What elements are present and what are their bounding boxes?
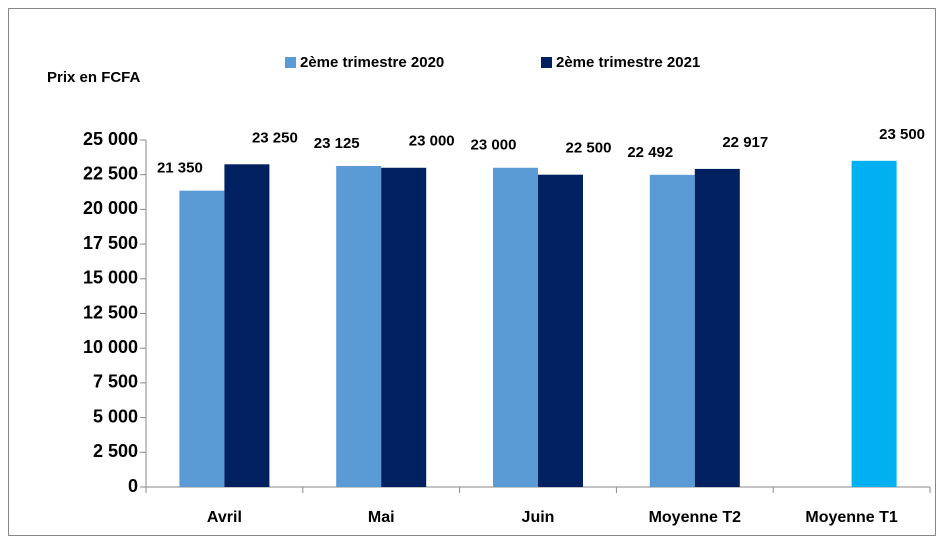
y-tick-label: 7 500 bbox=[93, 372, 138, 392]
data-label: 23 125 bbox=[314, 135, 360, 152]
x-tick-label: Mai bbox=[368, 509, 395, 526]
x-tick-label: Avril bbox=[207, 509, 242, 526]
data-label: 21 350 bbox=[157, 160, 203, 177]
bar bbox=[694, 168, 740, 487]
data-label: 22 500 bbox=[566, 140, 612, 157]
y-tick-label: 2 500 bbox=[93, 441, 138, 461]
y-tick-label: 20 000 bbox=[83, 198, 138, 218]
bar bbox=[538, 174, 583, 487]
y-tick-label: 17 500 bbox=[83, 233, 138, 253]
legend-label: 2ème trimestre 2021 bbox=[556, 54, 700, 71]
y-tick-label: 15 000 bbox=[83, 268, 138, 288]
bar bbox=[179, 190, 225, 488]
data-label: 22 492 bbox=[627, 144, 673, 161]
data-label: 22 917 bbox=[722, 134, 768, 151]
legend-label: 2ème trimestre 2020 bbox=[300, 54, 444, 71]
data-label: 23 500 bbox=[879, 126, 925, 143]
bar bbox=[381, 167, 427, 487]
bar bbox=[851, 160, 897, 487]
y-tick-label: 22 500 bbox=[83, 163, 138, 183]
bar bbox=[493, 167, 538, 487]
y-axis-label: Prix en FCFA bbox=[47, 69, 141, 86]
legend-swatch bbox=[285, 57, 296, 68]
y-tick-label: 10 000 bbox=[83, 337, 138, 357]
bar bbox=[336, 166, 382, 487]
bar bbox=[649, 174, 695, 487]
data-label: 23 250 bbox=[252, 129, 298, 146]
data-label: 23 000 bbox=[471, 137, 517, 154]
x-tick-label: Juin bbox=[522, 509, 555, 526]
bar bbox=[224, 164, 270, 488]
y-tick-label: 25 000 bbox=[83, 129, 138, 149]
data-label: 23 000 bbox=[409, 133, 455, 150]
chart-border bbox=[8, 8, 936, 536]
x-tick-label: Moyenne T1 bbox=[805, 509, 898, 526]
y-tick-label: 12 500 bbox=[83, 302, 138, 322]
legend-swatch bbox=[541, 57, 552, 68]
y-tick-label: 5 000 bbox=[93, 406, 138, 426]
y-tick-label: 0 bbox=[128, 476, 138, 496]
x-tick-label: Moyenne T2 bbox=[649, 509, 742, 526]
